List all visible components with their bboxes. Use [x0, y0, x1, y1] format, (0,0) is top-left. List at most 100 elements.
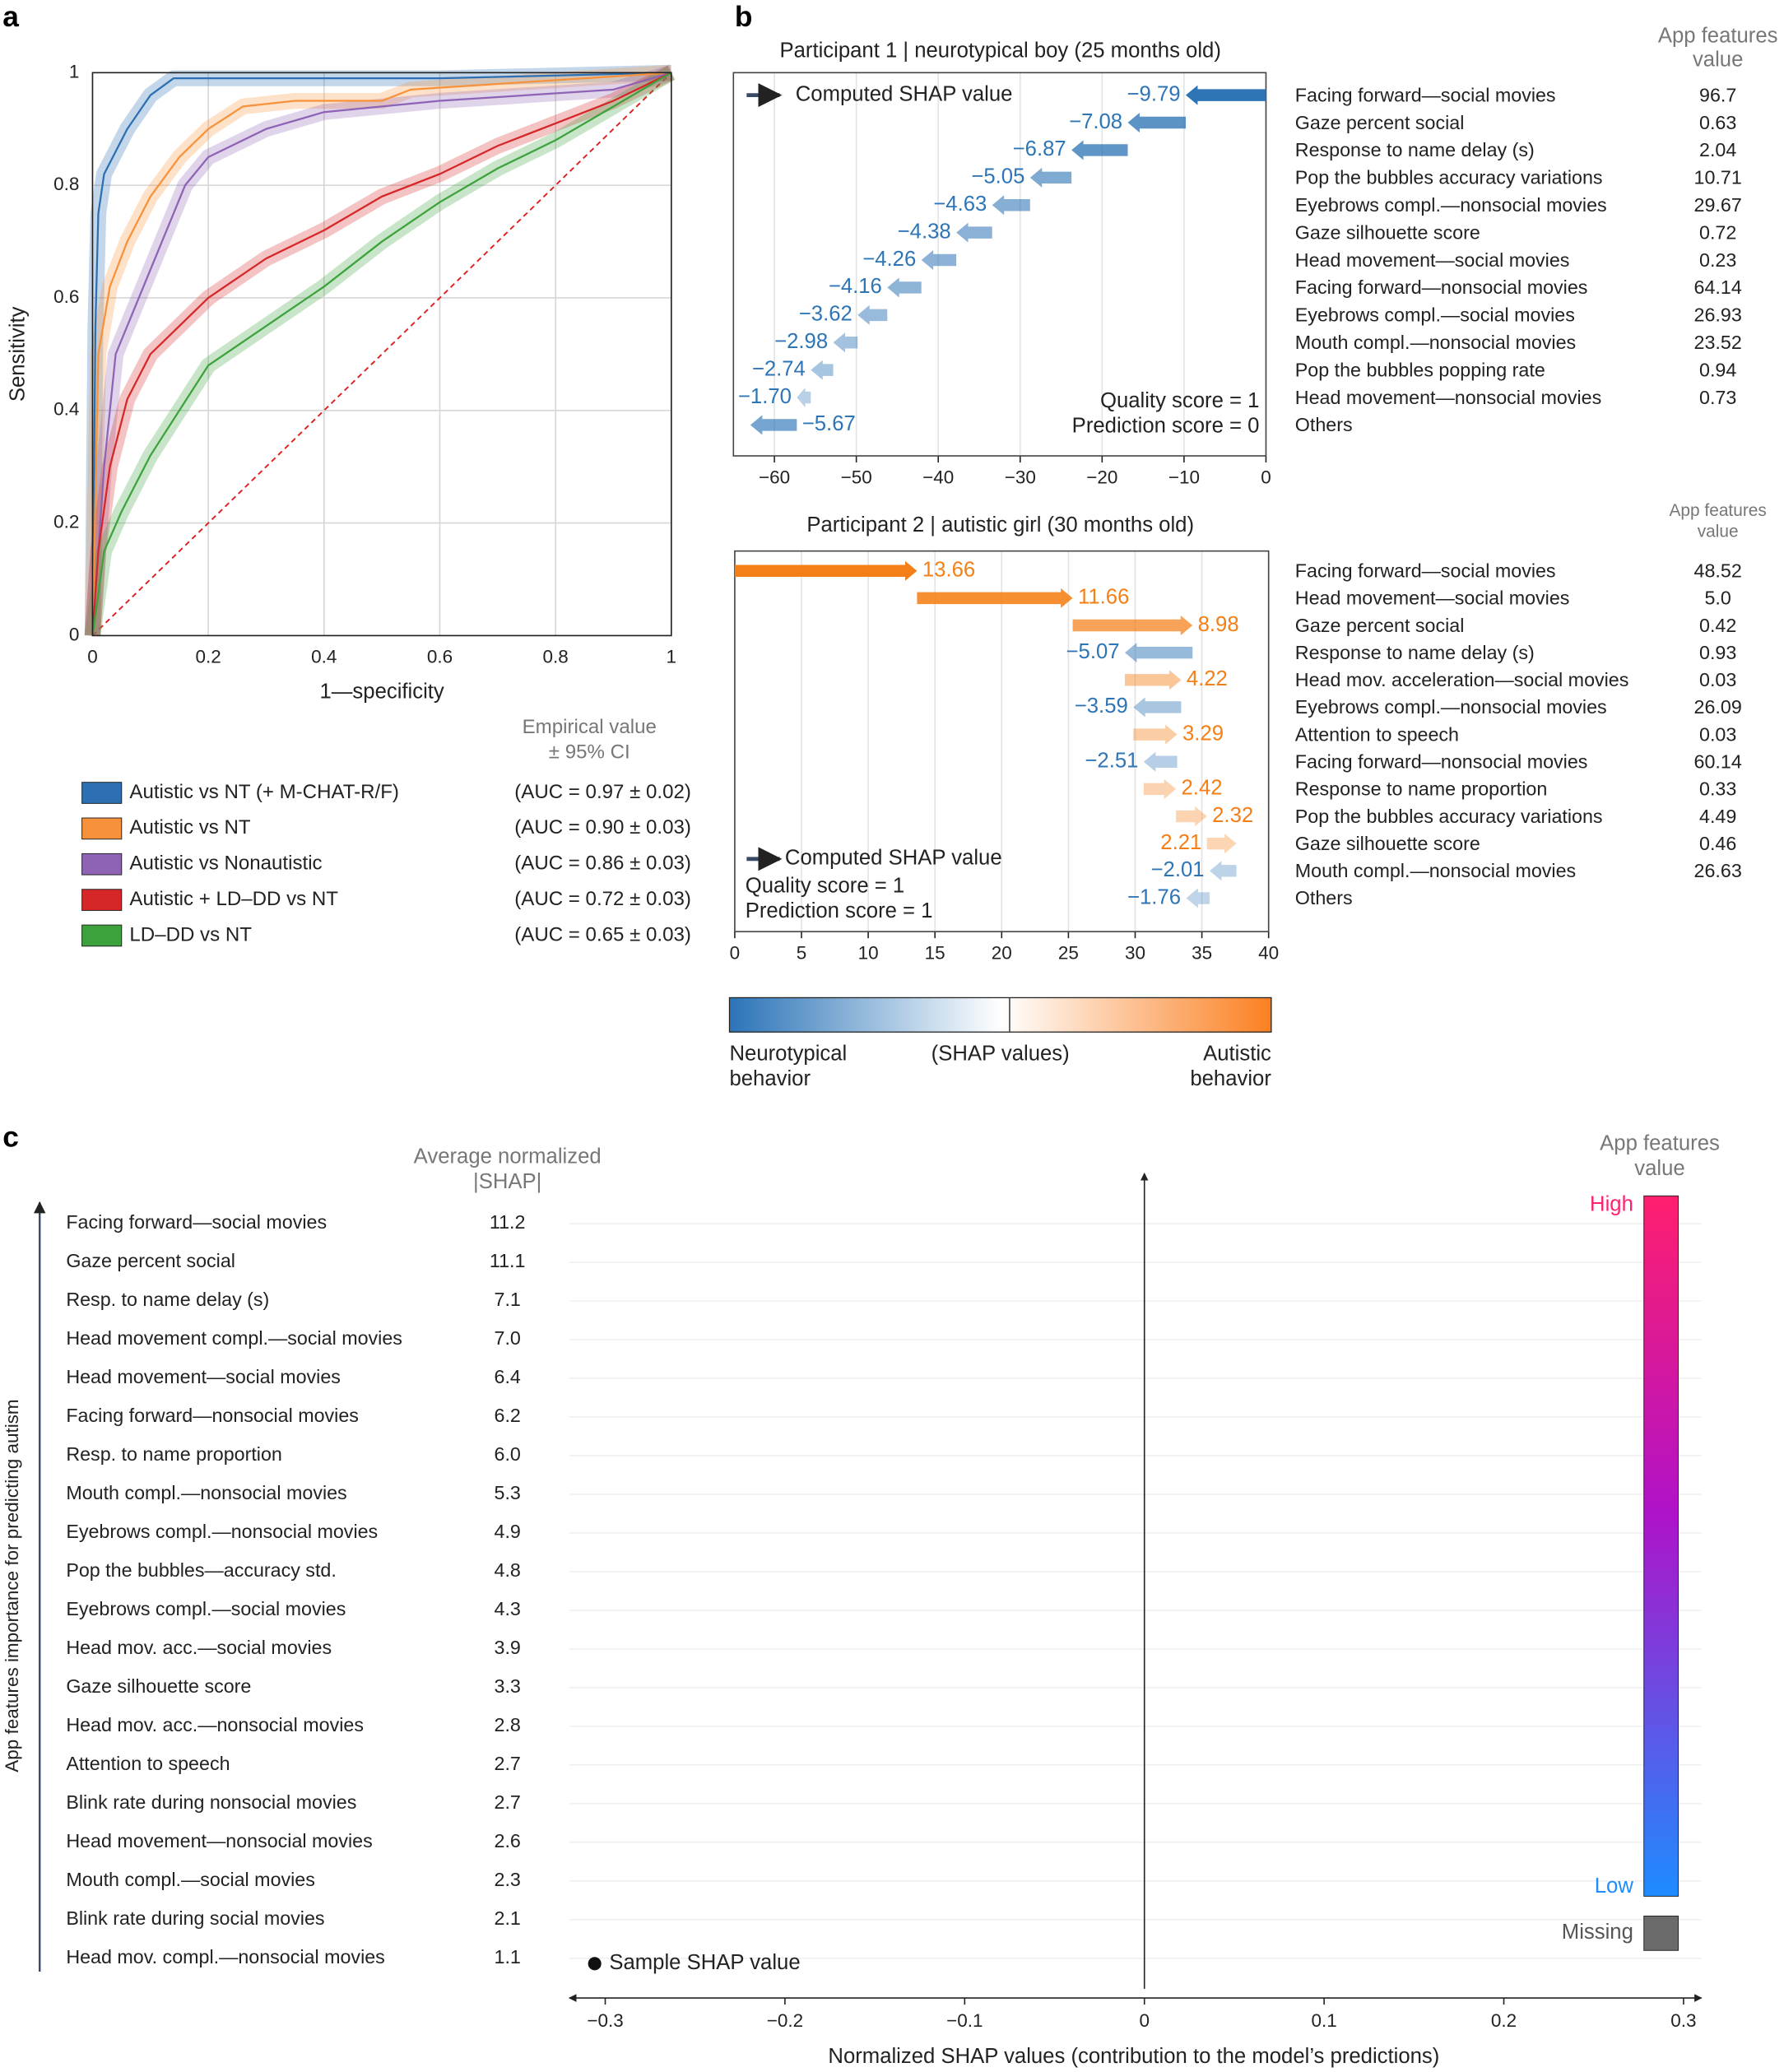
x-tick-label: 0.2: [1491, 2010, 1517, 2031]
shap-arrow: [1127, 112, 1186, 133]
legend-auc: (AUC = 0.72 ± 0.03): [514, 888, 691, 910]
low-label: Low: [1595, 1875, 1634, 1898]
feature-value: 4.49: [1699, 806, 1736, 827]
legend-label: Autistic + LD–DD vs NT: [129, 888, 338, 910]
plot-frame: [734, 550, 1270, 932]
score-label: Prediction score = 0: [1072, 414, 1260, 437]
value-label: 2.42: [1182, 777, 1223, 800]
value-label: −2.51: [1085, 750, 1138, 773]
importance-value: 3.3: [495, 1675, 521, 1697]
shap-arrow: [917, 588, 1073, 608]
importance-value: 4.3: [495, 1598, 521, 1619]
legend-swatch: [81, 817, 123, 840]
x-axis-label: 1—specificity: [319, 680, 444, 703]
shap-arrow: [992, 195, 1030, 216]
value-label: −9.79: [1127, 82, 1181, 105]
table-header: App features: [1670, 501, 1767, 520]
y-tick-label: 0.8: [53, 174, 79, 194]
value-label: −5.07: [1066, 640, 1120, 663]
feature-name: Blink rate during social movies: [66, 1907, 324, 1929]
feature-value: 96.7: [1699, 84, 1736, 105]
score-label: Quality score = 1: [1100, 389, 1259, 412]
feature-name: Response to name proportion: [1295, 778, 1548, 800]
feature-name: Head movement—social movies: [1295, 588, 1570, 609]
legend-header: Empirical value: [523, 716, 657, 738]
x-tick-label: 0.3: [1670, 2010, 1696, 2031]
legend-auc: (AUC = 0.90 ± 0.03): [514, 816, 691, 839]
shap-arrow: [1071, 140, 1128, 160]
importance-value: 2.7: [495, 1791, 521, 1813]
importance-value: 2.3: [495, 1869, 521, 1890]
importance-value: 7.1: [495, 1289, 521, 1310]
feature-value: 0.93: [1699, 642, 1736, 663]
importance-value: 1.1: [495, 1946, 521, 1967]
feature-name: Mouth compl.—social movies: [66, 1869, 315, 1890]
feature-name: Eyebrows compl.—nonsocial movies: [1295, 194, 1607, 216]
x-tick-label: −60: [759, 467, 790, 487]
x-tick-label: 0: [1139, 2010, 1150, 2031]
chart-title: Participant 1 | neurotypical boy (25 mon…: [779, 39, 1220, 62]
legend-swatch: [81, 852, 123, 876]
feature-name: Eyebrows compl.—nonsocial movies: [1295, 696, 1607, 718]
importance-value: 5.3: [495, 1482, 521, 1503]
feature-value: 10.71: [1694, 167, 1742, 188]
feature-value: 0.42: [1699, 615, 1736, 636]
feature-value: 48.52: [1694, 560, 1742, 581]
importance-value: 6.2: [495, 1405, 521, 1426]
legend-dot: [588, 1957, 602, 1971]
importance-value: 4.8: [495, 1559, 521, 1581]
value-label: 8.98: [1198, 613, 1239, 636]
panel-letter: b: [735, 1, 753, 33]
feature-value: 0.46: [1699, 833, 1736, 854]
value-label: −3.59: [1075, 695, 1128, 718]
legend-label: Autistic vs Nonautistic: [129, 852, 322, 875]
feature-name: Response to name delay (s): [1295, 642, 1535, 663]
column-header: Average normalized: [414, 1145, 602, 1168]
x-tick-label: 30: [1125, 942, 1145, 963]
feature-value: 64.14: [1694, 276, 1742, 298]
colorbar-middle: (SHAP values): [931, 1042, 1070, 1065]
x-tick-label: 40: [1258, 942, 1279, 963]
x-tick-label: 5: [797, 942, 806, 963]
legend-label: Computed SHAP value: [785, 847, 1002, 870]
shap-arrow: [1029, 167, 1072, 188]
shap-arrow: [1209, 861, 1237, 881]
x-tick-label: 25: [1058, 942, 1079, 963]
shap-arrow: [1124, 643, 1193, 663]
value-label: 4.22: [1187, 667, 1228, 690]
colorbar-title: value: [1634, 1157, 1684, 1180]
value-label: 2.21: [1160, 831, 1201, 854]
x-tick-label: 20: [992, 942, 1012, 963]
panel-letter: a: [2, 1, 19, 33]
importance-value: 3.9: [495, 1637, 521, 1658]
x-tick-label: −0.2: [767, 2010, 803, 2031]
feature-name: Facing forward—social movies: [1295, 84, 1556, 105]
feature-name: Others: [1295, 887, 1353, 908]
shap-arrow: [1186, 888, 1210, 908]
roc-curve: [91, 72, 672, 636]
feature-name: Facing forward—nonsocial movies: [66, 1405, 359, 1426]
roc-curve: [91, 72, 671, 636]
feature-name: Others: [1295, 414, 1353, 435]
value-label: −7.08: [1069, 110, 1122, 133]
feature-name: Head movement compl.—social movies: [66, 1327, 402, 1349]
importance-value: 2.8: [495, 1714, 521, 1735]
feature-name: Head mov. acceleration—social movies: [1295, 669, 1629, 690]
high-label: High: [1590, 1192, 1633, 1215]
roc-curve: [91, 72, 672, 636]
shap-arrow: [921, 249, 957, 271]
shap-arrow: [1133, 697, 1182, 718]
feature-name: Response to name delay (s): [1295, 139, 1535, 160]
chart-title: Participant 2 | autistic girl (30 months…: [806, 513, 1194, 537]
feature-name: Eyebrows compl.—social movies: [1295, 304, 1575, 326]
legend-swatch: [81, 889, 123, 911]
feature-name: Mouth compl.—nonsocial movies: [66, 1482, 346, 1503]
shap-colorbar: [728, 997, 1272, 1033]
feature-name: Head movement—nonsocial movies: [66, 1830, 372, 1851]
x-tick-label: 10: [858, 942, 879, 963]
value-label: −2.01: [1151, 858, 1205, 881]
value-label: −4.63: [933, 193, 987, 216]
y-tick-label: 1: [69, 61, 79, 81]
shap-arrow: [1072, 615, 1193, 636]
